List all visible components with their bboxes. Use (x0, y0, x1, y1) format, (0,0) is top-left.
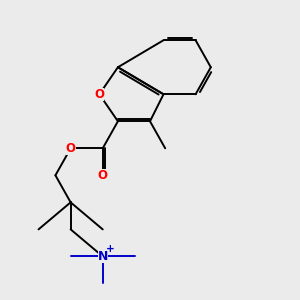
Text: N: N (98, 250, 108, 263)
Text: +: + (106, 244, 115, 254)
Text: O: O (98, 169, 108, 182)
Text: O: O (94, 88, 104, 101)
Text: O: O (66, 142, 76, 155)
